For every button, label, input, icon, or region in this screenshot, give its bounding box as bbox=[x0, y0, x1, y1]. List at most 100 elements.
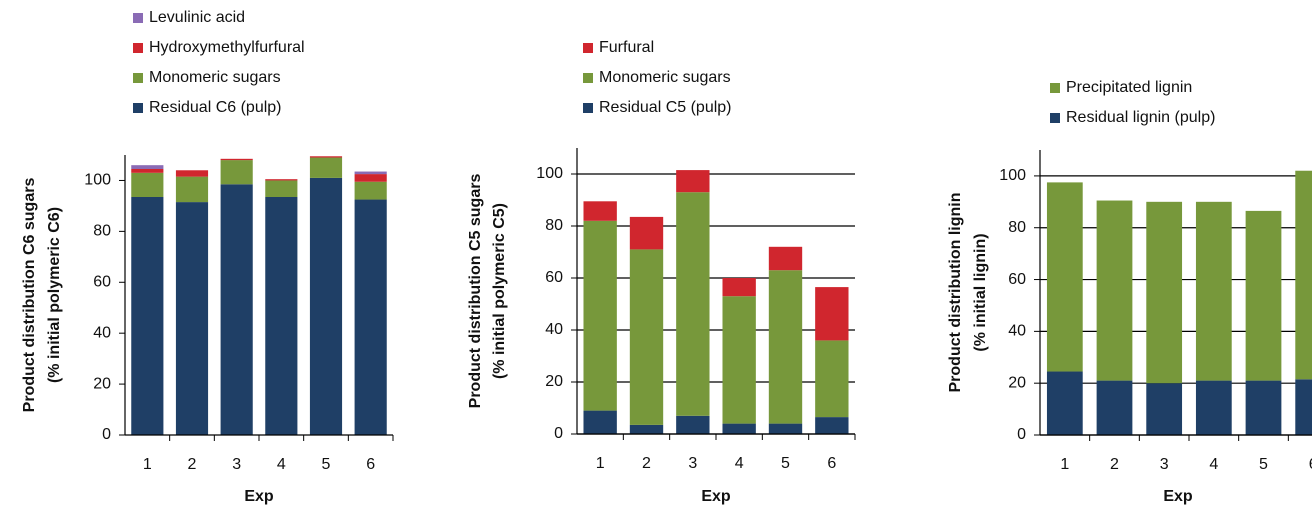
legend-label: Hydroxymethylfurfural bbox=[149, 39, 305, 56]
bar-segment bbox=[583, 410, 617, 434]
bar-segment bbox=[265, 197, 298, 435]
bar-segment bbox=[220, 160, 253, 185]
x-tick-label: 6 bbox=[366, 456, 375, 473]
x-tick-label: 2 bbox=[642, 455, 651, 472]
bar-segment bbox=[629, 249, 664, 425]
legend-swatch bbox=[133, 43, 143, 53]
y-axis-title: Product distribution lignin bbox=[947, 193, 964, 393]
x-tick-label: 1 bbox=[596, 455, 605, 472]
bar-segment bbox=[309, 157, 343, 178]
x-tick-label: 6 bbox=[827, 455, 836, 472]
legend-label: Precipitated lignin bbox=[1066, 79, 1192, 96]
bar-segment bbox=[676, 415, 710, 434]
x-axis-title: Exp bbox=[701, 488, 731, 505]
bar-segment bbox=[131, 172, 164, 197]
bar-segment bbox=[131, 169, 164, 173]
legend-swatch bbox=[133, 73, 143, 83]
y-axis-title: (% initial lignin) bbox=[972, 233, 989, 351]
x-tick-label: 6 bbox=[1309, 456, 1312, 473]
y-tick-label: 100 bbox=[84, 172, 111, 189]
y-tick-label: 80 bbox=[1008, 219, 1026, 236]
y-tick-label: 0 bbox=[102, 426, 111, 443]
bar-segment bbox=[175, 176, 209, 203]
y-axis-title: (% initial polymeric C5) bbox=[491, 203, 508, 379]
bar-segment bbox=[131, 197, 164, 435]
legend-label: Residual lignin (pulp) bbox=[1066, 109, 1215, 126]
legend-label: Residual C6 (pulp) bbox=[149, 99, 282, 116]
bar-segment bbox=[1146, 383, 1183, 435]
legend-swatch bbox=[1050, 83, 1060, 93]
bar-segment bbox=[583, 201, 617, 221]
bar-segment bbox=[1195, 380, 1232, 435]
bar-segment bbox=[1245, 210, 1282, 381]
legend-swatch bbox=[133, 13, 143, 23]
bar-segment bbox=[1096, 380, 1133, 435]
y-tick-label: 0 bbox=[1017, 426, 1026, 443]
y-tick-label: 40 bbox=[93, 324, 111, 341]
bar-segment bbox=[220, 158, 253, 161]
bar-segment bbox=[815, 340, 849, 418]
y-axis-title: (% initial polymeric C6) bbox=[46, 207, 63, 383]
bar-segment bbox=[1195, 201, 1232, 381]
bar-segment bbox=[354, 174, 387, 182]
y-tick-label: 20 bbox=[93, 375, 111, 392]
bar-segment bbox=[676, 192, 710, 416]
legend-label: Furfural bbox=[599, 39, 654, 56]
legend-swatch bbox=[583, 73, 593, 83]
bar-segment bbox=[220, 184, 253, 435]
bar-segment bbox=[815, 417, 849, 434]
bar-segment bbox=[768, 246, 803, 271]
x-axis-title: Exp bbox=[1163, 488, 1193, 505]
bar-segment bbox=[354, 171, 387, 175]
y-tick-label: 20 bbox=[545, 373, 563, 390]
legend-swatch bbox=[133, 103, 143, 113]
bar-segment bbox=[1096, 200, 1133, 381]
bar-segment bbox=[175, 170, 209, 177]
x-tick-label: 4 bbox=[1209, 456, 1218, 473]
bar-segment bbox=[175, 202, 209, 435]
bar-segment bbox=[629, 216, 664, 250]
bar-segment bbox=[354, 199, 387, 435]
x-tick-label: 1 bbox=[1060, 456, 1069, 473]
x-tick-label: 4 bbox=[277, 456, 286, 473]
y-tick-label: 60 bbox=[1008, 271, 1026, 288]
bar-segment bbox=[309, 177, 343, 435]
bar-segment bbox=[354, 181, 387, 200]
bar-segment bbox=[768, 423, 803, 434]
bar-segment bbox=[1046, 371, 1083, 435]
bar-segment bbox=[768, 270, 803, 424]
bar-segment bbox=[1295, 170, 1312, 380]
bar-segment bbox=[722, 423, 756, 434]
x-tick-label: 3 bbox=[1160, 456, 1169, 473]
legend-swatch bbox=[583, 43, 593, 53]
y-tick-label: 80 bbox=[545, 217, 563, 234]
bar-segment bbox=[676, 170, 710, 193]
y-tick-label: 40 bbox=[545, 321, 563, 338]
bar-segment bbox=[583, 220, 617, 411]
bar-segment bbox=[1146, 201, 1183, 384]
x-tick-label: 3 bbox=[232, 456, 241, 473]
legend-swatch bbox=[583, 103, 593, 113]
y-axis-title: Product distribution C5 sugars bbox=[467, 174, 484, 409]
y-tick-label: 60 bbox=[545, 269, 563, 286]
legend-label: Levulinic acid bbox=[149, 9, 245, 26]
bar-segment bbox=[131, 165, 164, 169]
bar-segment bbox=[815, 287, 849, 341]
x-axis-title: Exp bbox=[244, 488, 274, 505]
x-tick-label: 2 bbox=[188, 456, 197, 473]
y-tick-label: 80 bbox=[93, 223, 111, 240]
bar-segment bbox=[722, 278, 756, 297]
legend-swatch bbox=[1050, 113, 1060, 123]
y-axis-title: Product distribution C6 sugars bbox=[21, 178, 38, 413]
y-tick-label: 20 bbox=[1008, 374, 1026, 391]
legend-label: Monomeric sugars bbox=[599, 69, 731, 86]
bar-segment bbox=[1295, 379, 1312, 435]
legend-label: Monomeric sugars bbox=[149, 69, 281, 86]
bar-segment bbox=[722, 296, 756, 424]
x-tick-label: 5 bbox=[1259, 456, 1268, 473]
x-tick-label: 5 bbox=[781, 455, 790, 472]
y-tick-label: 100 bbox=[536, 165, 563, 182]
bar-segment bbox=[265, 179, 298, 181]
y-tick-label: 40 bbox=[1008, 323, 1026, 340]
